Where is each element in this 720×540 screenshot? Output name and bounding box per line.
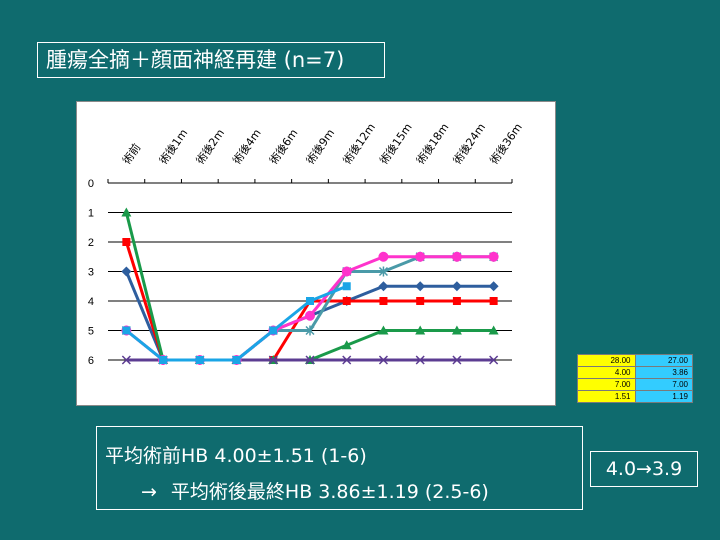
data-point — [451, 325, 462, 335]
data-point — [378, 251, 389, 262]
line-chart-panel: 0 1 2 3 4 5 6 術前 術後1m 術後2m 術後4m 術後6m 術後9m 術後12m 術後15m 術… — [76, 101, 556, 406]
x-tick-label: 術後36m — [487, 120, 525, 166]
data-point — [342, 282, 351, 291]
data-point — [378, 266, 388, 277]
data-point — [451, 251, 462, 262]
right-arrow-icon: → — [141, 481, 157, 503]
data-point — [378, 281, 389, 292]
x-tick-label: 術後1m — [156, 126, 190, 167]
table-cell: 1.19 — [634, 390, 693, 403]
data-point — [489, 355, 499, 365]
summary-box: 平均術前HB 4.00±1.51 (1-6) → 平均術後最終HB 3.86±1.… — [96, 426, 583, 510]
data-point — [159, 356, 168, 364]
x-tick-label: 術後15m — [376, 120, 414, 166]
data-point — [268, 355, 278, 365]
data-point — [379, 297, 388, 305]
data-point — [415, 325, 426, 335]
result-box: 4.0→3.9 — [590, 451, 698, 487]
y-tick-label: 4 — [88, 296, 94, 308]
data-point — [305, 325, 315, 336]
table-row: 28.00 27.00 — [577, 354, 693, 367]
data-point — [415, 281, 426, 292]
data-point — [488, 325, 499, 335]
data-point — [121, 355, 131, 365]
table-row: 7.00 7.00 — [577, 378, 693, 391]
table-cell: 3.86 — [634, 366, 693, 379]
data-point — [416, 297, 425, 305]
data-point — [342, 355, 352, 365]
data-point — [452, 297, 461, 305]
x-tick-label: 術後12m — [340, 120, 378, 166]
table-cell: 1.51 — [577, 390, 636, 403]
x-tick-label: 術後6m — [266, 126, 300, 167]
slide-title: 腫瘍全摘＋顔面神経再建 (n=7) — [37, 42, 385, 78]
data-point — [269, 326, 278, 335]
data-point — [122, 326, 131, 335]
data-point — [341, 340, 352, 350]
y-tick-label: 0 — [88, 178, 94, 190]
table-row: 4.00 3.86 — [577, 366, 693, 379]
data-point — [306, 297, 314, 305]
x-tick-label: 術後9m — [303, 126, 337, 167]
series-line — [125, 255, 494, 362]
y-tick-label: 5 — [88, 326, 94, 338]
data-point — [305, 310, 315, 321]
data-point — [489, 297, 498, 305]
data-point — [122, 238, 131, 246]
y-tick-label: 6 — [88, 355, 94, 367]
y-tick-label: 1 — [88, 208, 94, 220]
table-cell: 7.00 — [634, 378, 693, 391]
data-point — [415, 251, 426, 262]
data-point — [341, 266, 352, 277]
data-point — [378, 325, 389, 335]
table-cell: 27.00 — [634, 354, 693, 367]
data-point — [305, 355, 315, 365]
x-tick-label: 術後18m — [413, 120, 451, 166]
series-line — [125, 255, 494, 362]
x-tick-label: 術後24m — [450, 120, 488, 166]
data-point — [342, 297, 351, 305]
data-point — [378, 355, 388, 365]
y-tick-label: 2 — [88, 237, 94, 249]
x-tick-label: 術前 — [119, 141, 143, 167]
stats-table: 28.00 27.00 4.00 3.86 7.00 7.00 1.51 1.1… — [577, 354, 693, 403]
table-cell: 4.00 — [577, 366, 636, 379]
data-point — [451, 281, 462, 292]
data-point — [488, 281, 499, 292]
x-tick-label: 術後2m — [193, 126, 227, 167]
x-tick-label: 術後4m — [230, 126, 264, 167]
summary-postop-text: 平均術後最終HB 3.86±1.19 (2.5-6) — [170, 481, 489, 503]
y-tick-label: 3 — [88, 267, 94, 279]
table-cell: 7.00 — [577, 378, 636, 391]
data-point — [415, 355, 425, 365]
data-point — [452, 355, 462, 365]
data-point — [488, 251, 499, 262]
summary-preop-line: 平均術前HB 4.00±1.51 (1-6) — [105, 445, 367, 467]
summary-postop-line: → 平均術後最終HB 3.86±1.19 (2.5-6) — [141, 477, 489, 504]
data-point — [121, 266, 132, 277]
data-point — [195, 356, 204, 364]
table-cell: 28.00 — [577, 354, 636, 367]
table-row: 1.51 1.19 — [577, 390, 693, 403]
data-point — [232, 356, 241, 364]
data-point — [121, 207, 132, 217]
